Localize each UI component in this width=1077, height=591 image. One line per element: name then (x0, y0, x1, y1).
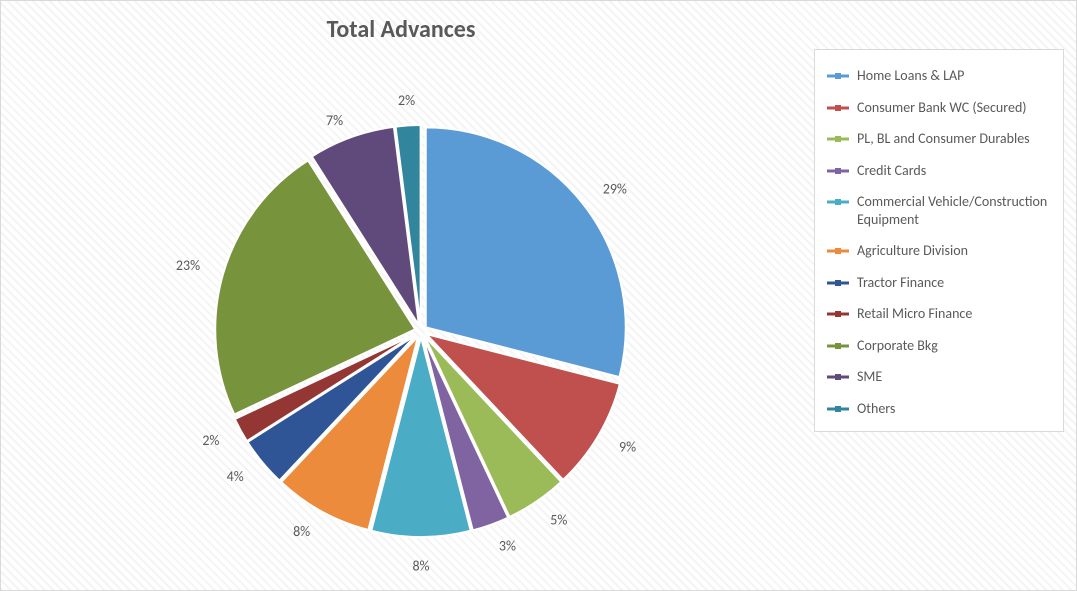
pie-data-label: 4% (227, 468, 244, 485)
pie-chart: 29% 9% 5% 3% 8% 8% 4% 2% 23% 7% 2% (41, 61, 801, 581)
legend-marker-icon (827, 69, 849, 83)
legend-item: PL, BL and Consumer Durables (827, 130, 1051, 148)
chart-container: Total Advances 29%9%5%3%8%8%4%2%23%7%2% … (0, 0, 1077, 591)
legend-item: Others (827, 400, 1051, 418)
legend: Home Loans & LAP Consumer Bank WC (Secure… (814, 49, 1064, 432)
legend-marker-icon (827, 244, 849, 258)
pie-data-label: 8% (293, 523, 310, 540)
legend-item: Commercial Vehicle/Construction Equipmen… (827, 193, 1051, 228)
pie-data-label: 23% (176, 257, 200, 274)
legend-item: Retail Micro Finance (827, 305, 1051, 323)
legend-marker-icon (827, 101, 849, 115)
legend-item: Home Loans & LAP (827, 67, 1051, 85)
legend-item: Agriculture Division (827, 242, 1051, 260)
legend-label: Corporate Bkg (857, 337, 938, 355)
pie-data-label: 9% (619, 438, 636, 455)
pie-plot-area: 29% 9% 5% 3% 8% 8% 4% 2% 23% 7% 2% (41, 61, 801, 581)
legend-item: Consumer Bank WC (Secured) (827, 99, 1051, 117)
pie-data-label: 2% (202, 432, 219, 449)
legend-marker-icon (827, 132, 849, 146)
legend-label: PL, BL and Consumer Durables (857, 130, 1030, 148)
legend-label: Others (857, 400, 895, 418)
legend-marker-icon (827, 339, 849, 353)
legend-label: Credit Cards (857, 162, 926, 180)
legend-label: Consumer Bank WC (Secured) (857, 99, 1027, 117)
legend-label: Retail Micro Finance (857, 305, 972, 323)
legend-marker-icon (827, 307, 849, 321)
pie-data-label: 7% (326, 112, 343, 129)
pie-data-label: 3% (499, 538, 516, 555)
legend-item: Credit Cards (827, 162, 1051, 180)
pie-data-label: 8% (412, 558, 429, 575)
legend-marker-icon (827, 195, 849, 209)
legend-label: Tractor Finance (857, 274, 944, 292)
pie-data-label: 2% (398, 92, 415, 109)
pie-data-label: 29% (603, 180, 627, 197)
legend-item: SME (827, 368, 1051, 386)
chart-title: Total Advances (1, 15, 801, 44)
legend-marker-icon (827, 370, 849, 384)
legend-label: Agriculture Division (857, 242, 968, 260)
legend-label: SME (857, 368, 882, 386)
pie-slice (426, 127, 626, 377)
legend-marker-icon (827, 402, 849, 416)
pie-data-label: 5% (550, 512, 567, 529)
legend-item: Tractor Finance (827, 274, 1051, 292)
legend-label: Commercial Vehicle/Construction Equipmen… (857, 193, 1051, 228)
legend-item: Corporate Bkg (827, 337, 1051, 355)
legend-label: Home Loans & LAP (857, 67, 964, 85)
legend-marker-icon (827, 164, 849, 178)
legend-marker-icon (827, 276, 849, 290)
